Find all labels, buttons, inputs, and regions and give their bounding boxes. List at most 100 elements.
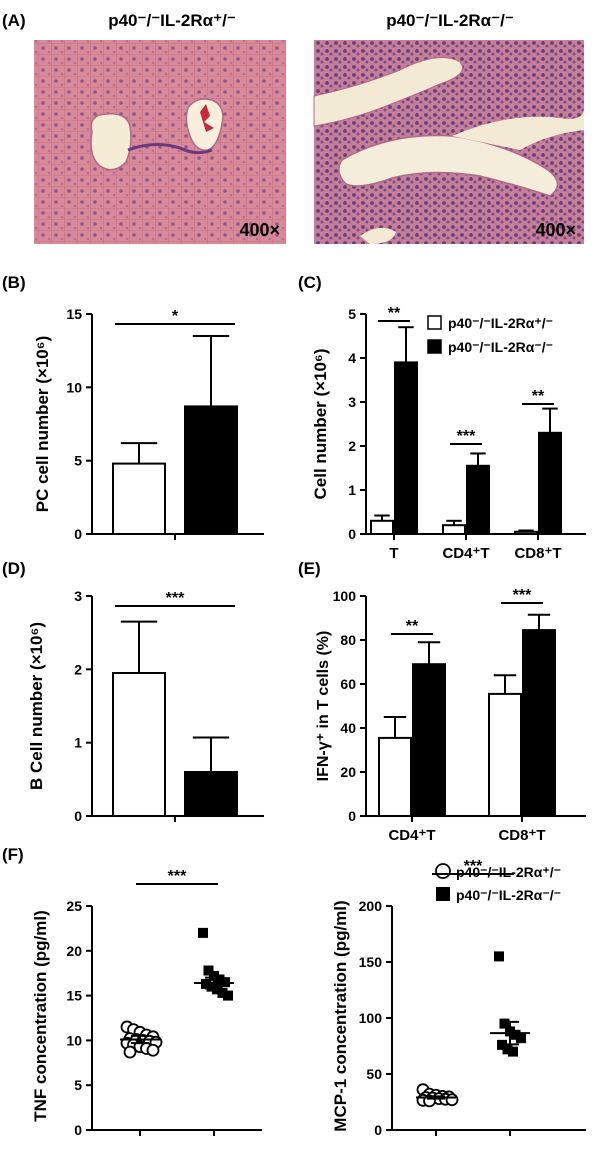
micrograph-title-right: p40⁻/⁻IL-2Rα⁻/⁻ (386, 11, 514, 30)
y-tick-label: 80 (340, 632, 356, 648)
point-ko (209, 970, 219, 981)
y-tick-label: 0 (348, 526, 356, 542)
panel-label-a: (A) (2, 11, 26, 30)
bar-ko (184, 405, 238, 535)
ylabel-c: Cell number (×10⁶) (311, 349, 330, 500)
magnification-left: 400× (239, 220, 280, 240)
y-tick-label: 2 (74, 661, 82, 677)
ylabel-e: IFN-γ⁺ in T cells (%) (315, 631, 332, 782)
x-tick-label: CD4⁺T (388, 827, 435, 844)
bar-het (370, 519, 394, 535)
y-tick-label: 5 (74, 453, 82, 469)
y-tick-label: 200 (359, 898, 383, 914)
bar-ko (184, 771, 238, 817)
bar-het (112, 672, 166, 817)
point-ko (494, 951, 504, 962)
ylabel-f2: MCP-1 concentration (pg/ml) (331, 900, 350, 1131)
ylabel-f1: TNF concentration (pg/ml) (31, 910, 50, 1122)
significance-label: *** (168, 868, 187, 885)
significance-label: *** (457, 428, 476, 445)
point-ko (203, 965, 214, 976)
x-tick-label: T (389, 545, 398, 562)
y-tick-label: 10 (66, 1032, 82, 1048)
bar-ko (394, 361, 418, 535)
legend-label-ko: p40⁻/⁻IL-2Rα⁻/⁻ (448, 339, 553, 355)
bar-het (112, 462, 166, 536)
y-tick-label: 20 (66, 943, 82, 959)
significance-label: * (172, 308, 179, 325)
point-het (445, 1093, 459, 1107)
y-tick-label: 100 (333, 588, 357, 604)
significance-label: *** (166, 590, 185, 607)
legend-f-label-het: p40⁻/⁻IL-2Rα⁺/⁻ (456, 864, 561, 880)
point-ko (198, 927, 208, 938)
bar-het (442, 524, 466, 536)
chart-b: 0 5 10 15 * (66, 306, 264, 542)
legend-label-het: p40⁻/⁻IL-2Rα⁺/⁻ (448, 315, 553, 331)
x-tick-label: CD8⁺T (498, 827, 545, 844)
bar-het (488, 692, 522, 818)
point-ko (516, 1033, 526, 1044)
y-tick-label: 5 (74, 1077, 82, 1093)
bar-het (378, 736, 412, 818)
panel-label-d: (D) (2, 559, 26, 578)
legend-f-label-ko: p40⁻/⁻IL-2Rα⁻/⁻ (456, 887, 561, 903)
chart-f1: 0 5 10 15 20 25 *** (66, 868, 262, 1138)
y-tick-label: 60 (340, 676, 356, 692)
y-tick-label: 20 (340, 764, 356, 780)
y-tick-label: 150 (359, 954, 383, 970)
legend-f: p40⁻/⁻IL-2Rα⁺/⁻ p40⁻/⁻IL-2Rα⁻/⁻ (435, 863, 561, 903)
bar-ko (522, 629, 556, 817)
y-tick-label: 2 (348, 438, 356, 454)
y-tick-label: 10 (66, 379, 82, 395)
point-ko (510, 1029, 521, 1040)
panel-label-f: (F) (2, 845, 24, 864)
y-tick-label: 25 (66, 898, 82, 914)
y-tick-label: 15 (66, 306, 82, 322)
significance-label: *** (464, 858, 483, 875)
legend-marker-het (435, 863, 451, 879)
chart-f2: 0 50 100 150 200 *** (359, 858, 586, 1138)
legend-swatch-het (427, 315, 442, 330)
y-tick-label: 4 (348, 350, 356, 366)
y-tick-label: 50 (366, 1066, 382, 1082)
panel-label-b: (B) (2, 273, 26, 292)
significance-label: *** (513, 587, 532, 604)
significance-label: ** (532, 388, 545, 405)
significance-label: ** (406, 618, 419, 635)
y-tick-label: 5 (348, 306, 356, 322)
y-tick-label: 3 (348, 394, 356, 410)
significance-label: ** (388, 305, 401, 322)
legend-swatch-ko (427, 339, 442, 354)
y-tick-label: 0 (348, 808, 356, 824)
point-ko (206, 981, 217, 992)
point-ko (508, 1046, 518, 1057)
y-tick-label: 40 (340, 720, 356, 736)
y-tick-label: 0 (74, 526, 82, 542)
bar-het (514, 530, 538, 535)
chart-d: 0 1 2 3 *** (74, 588, 264, 824)
point-ko (223, 990, 233, 1001)
micrograph-title-left: p40⁻/⁻IL-2Rα⁺/⁻ (108, 11, 236, 30)
y-tick-label: 15 (66, 988, 82, 1004)
y-tick-label: 0 (374, 1122, 382, 1138)
y-tick-label: 0 (74, 808, 82, 824)
point-ko (217, 987, 228, 998)
ylabel-b: PC cell number (×10⁶) (33, 336, 52, 512)
legend-marker-ko (436, 887, 450, 901)
bar-ko (412, 663, 446, 818)
ylabel-d: B Cell number (×10⁶) (27, 622, 46, 790)
bar-ko (538, 431, 562, 535)
point-ko (499, 1018, 510, 1029)
y-tick-label: 1 (74, 735, 82, 751)
x-tick-label: CD4⁺T (442, 545, 489, 562)
legend-c: p40⁻/⁻IL-2Rα⁺/⁻ p40⁻/⁻IL-2Rα⁻/⁻ (427, 315, 553, 355)
x-tick-label: CD8⁺T (514, 545, 561, 562)
panel-label-e: (E) (298, 559, 321, 578)
point-het (123, 1045, 137, 1059)
y-tick-label: 1 (348, 482, 356, 498)
